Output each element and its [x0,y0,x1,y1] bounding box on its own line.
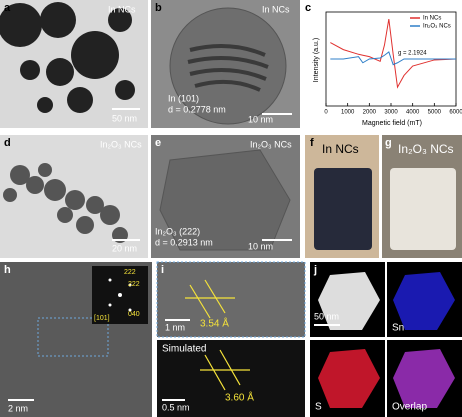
particle [393,349,455,408]
legend-label: In₂O₃ NCs [423,24,451,30]
scale-label: 10 nm [248,114,273,124]
zone-axis: [101] [94,315,110,322]
x-tick-label: 6000 [449,110,462,116]
sim-label: Simulated [162,344,206,355]
caption: In NCs [262,4,290,14]
panel-label: b [155,2,162,14]
x-tick-label: 5000 [428,110,442,116]
map-label: Sn [392,323,404,334]
plane: In₂O₃ (222) [155,226,200,236]
caption: In NCs [322,142,359,156]
panel-label: e [155,137,161,149]
panel-label: h [4,264,11,276]
panel-label: d [4,137,11,149]
scale-label: 0.5 nm [162,402,190,412]
epr-chart: c Intensity (a.u.) Magnetic field (mT) g… [305,2,427,127]
scale-label: 1 nm [165,322,185,332]
spacing: d = 0.2913 nm [155,237,213,247]
x-tick-label: 1000 [341,110,355,116]
particle [169,7,287,125]
caption: In₂O₃ NCs [100,139,142,149]
scale-label: 10 nm [248,241,273,251]
highlight [37,317,109,357]
particle [318,272,380,330]
measure-lines [185,279,250,391]
scale-label: 50 nm [314,311,339,321]
spacing: d = 0.2778 nm [168,104,226,114]
panel-label: f [310,137,314,149]
caption: In₂O₃ NCs [250,139,292,149]
scale-label: 20 nm [112,243,137,253]
x-tick-label: 4000 [406,110,420,116]
spacing: 3.54 Å [200,317,229,330]
x-tick-label: 0 [324,110,328,116]
micrograph-i [156,261,306,338]
map-label: S [315,402,322,413]
caption: In₂O₃ NCs [398,142,454,156]
legend-label: In NCs [423,16,441,22]
sample-bag [390,168,456,250]
panel-label: a [4,2,11,14]
fft-index: 222 [128,281,140,288]
fft-index: 222 [124,269,136,276]
particle [393,272,455,330]
series-line [330,18,457,89]
x-tick-label: 2000 [363,110,377,116]
x-tick-label: 3000 [384,110,398,116]
particles [0,2,135,113]
fft-spots [108,278,132,312]
particle [318,349,380,408]
particles [3,163,128,243]
scale-label: 50 nm [112,113,137,123]
panel-label: j [313,264,317,276]
series-line [330,51,456,66]
map-label: Overlap [392,402,427,413]
spacing: 3.60 Å [225,391,254,404]
panel-label: i [161,264,164,276]
panel-label: g [385,137,392,149]
simulation-i [157,340,305,417]
y-axis-label: Intensity (a.u.) [313,38,320,82]
annotation: g = 2.1924 [398,51,427,57]
fringes [187,44,269,92]
scale-label: 2 nm [8,403,28,413]
plane: In (101) [168,93,199,103]
fft-index: 040 [128,311,140,318]
x-axis-label: Magnetic field (mT) [362,120,422,127]
panel-label: c [305,2,311,14]
caption: In NCs [108,4,136,14]
particle [159,149,291,251]
sample-bag [314,168,372,250]
